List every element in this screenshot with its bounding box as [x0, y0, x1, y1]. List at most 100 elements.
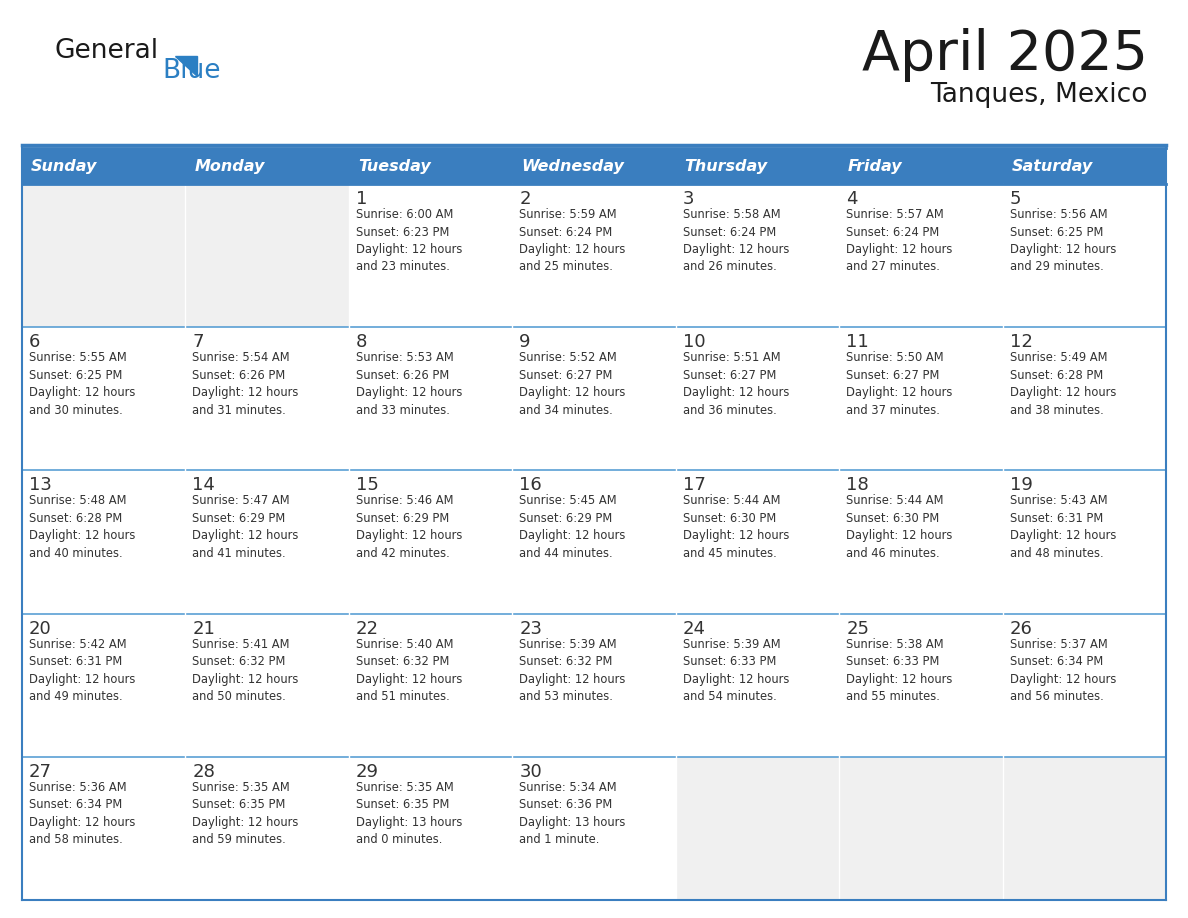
Bar [23, 470, 185, 613]
Text: 22: 22 [356, 620, 379, 638]
Bar [512, 148, 676, 184]
Text: Sunrise: 5:59 AM
Sunset: 6:24 PM
Daylight: 12 hours
and 25 minutes.: Sunrise: 5:59 AM Sunset: 6:24 PM Dayligh… [519, 208, 626, 274]
Text: Friday: Friday [848, 159, 903, 174]
Bar [676, 184, 839, 327]
Text: Sunrise: 5:57 AM
Sunset: 6:24 PM
Daylight: 12 hours
and 27 minutes.: Sunrise: 5:57 AM Sunset: 6:24 PM Dayligh… [846, 208, 953, 274]
Text: Saturday: Saturday [1011, 159, 1093, 174]
Text: 30: 30 [519, 763, 542, 781]
Bar [676, 613, 839, 756]
Text: 21: 21 [192, 620, 215, 638]
Text: 29: 29 [356, 763, 379, 781]
Text: April 2025: April 2025 [862, 28, 1148, 82]
Text: Sunrise: 5:35 AM
Sunset: 6:35 PM
Daylight: 13 hours
and 0 minutes.: Sunrise: 5:35 AM Sunset: 6:35 PM Dayligh… [356, 781, 462, 846]
Bar [676, 756, 839, 900]
Bar [839, 327, 1003, 470]
Text: 6: 6 [29, 333, 40, 352]
Bar [512, 470, 676, 613]
Text: 8: 8 [356, 333, 367, 352]
Text: Sunrise: 6:00 AM
Sunset: 6:23 PM
Daylight: 12 hours
and 23 minutes.: Sunrise: 6:00 AM Sunset: 6:23 PM Dayligh… [356, 208, 462, 274]
Text: Sunday: Sunday [31, 159, 97, 174]
Text: 3: 3 [683, 190, 694, 208]
Text: Sunrise: 5:42 AM
Sunset: 6:31 PM
Daylight: 12 hours
and 49 minutes.: Sunrise: 5:42 AM Sunset: 6:31 PM Dayligh… [29, 638, 135, 703]
Text: Sunrise: 5:45 AM
Sunset: 6:29 PM
Daylight: 12 hours
and 44 minutes.: Sunrise: 5:45 AM Sunset: 6:29 PM Dayligh… [519, 495, 626, 560]
Text: Sunrise: 5:34 AM
Sunset: 6:36 PM
Daylight: 13 hours
and 1 minute.: Sunrise: 5:34 AM Sunset: 6:36 PM Dayligh… [519, 781, 626, 846]
Bar [185, 470, 349, 613]
Text: 15: 15 [356, 476, 379, 495]
Text: Sunrise: 5:38 AM
Sunset: 6:33 PM
Daylight: 12 hours
and 55 minutes.: Sunrise: 5:38 AM Sunset: 6:33 PM Dayligh… [846, 638, 953, 703]
Bar [185, 184, 349, 327]
Text: Sunrise: 5:41 AM
Sunset: 6:32 PM
Daylight: 12 hours
and 50 minutes.: Sunrise: 5:41 AM Sunset: 6:32 PM Dayligh… [192, 638, 299, 703]
Text: 28: 28 [192, 763, 215, 781]
Text: Sunrise: 5:58 AM
Sunset: 6:24 PM
Daylight: 12 hours
and 26 minutes.: Sunrise: 5:58 AM Sunset: 6:24 PM Dayligh… [683, 208, 789, 274]
Bar [839, 756, 1003, 900]
Text: Sunrise: 5:51 AM
Sunset: 6:27 PM
Daylight: 12 hours
and 36 minutes.: Sunrise: 5:51 AM Sunset: 6:27 PM Dayligh… [683, 352, 789, 417]
Bar [1003, 148, 1165, 184]
Bar [185, 613, 349, 756]
Text: Sunrise: 5:49 AM
Sunset: 6:28 PM
Daylight: 12 hours
and 38 minutes.: Sunrise: 5:49 AM Sunset: 6:28 PM Dayligh… [1010, 352, 1116, 417]
Text: Thursday: Thursday [684, 159, 767, 174]
Text: Sunrise: 5:48 AM
Sunset: 6:28 PM
Daylight: 12 hours
and 40 minutes.: Sunrise: 5:48 AM Sunset: 6:28 PM Dayligh… [29, 495, 135, 560]
Text: Sunrise: 5:37 AM
Sunset: 6:34 PM
Daylight: 12 hours
and 56 minutes.: Sunrise: 5:37 AM Sunset: 6:34 PM Dayligh… [1010, 638, 1116, 703]
Text: 9: 9 [519, 333, 531, 352]
Text: 25: 25 [846, 620, 870, 638]
Bar [676, 327, 839, 470]
Text: 2: 2 [519, 190, 531, 208]
Text: 5: 5 [1010, 190, 1020, 208]
Text: 18: 18 [846, 476, 868, 495]
Text: Sunrise: 5:55 AM
Sunset: 6:25 PM
Daylight: 12 hours
and 30 minutes.: Sunrise: 5:55 AM Sunset: 6:25 PM Dayligh… [29, 352, 135, 417]
Text: 1: 1 [356, 190, 367, 208]
Text: Blue: Blue [162, 58, 221, 84]
Text: 23: 23 [519, 620, 542, 638]
Bar [349, 148, 512, 184]
Text: Sunrise: 5:52 AM
Sunset: 6:27 PM
Daylight: 12 hours
and 34 minutes.: Sunrise: 5:52 AM Sunset: 6:27 PM Dayligh… [519, 352, 626, 417]
Bar [1003, 184, 1165, 327]
Text: Sunrise: 5:50 AM
Sunset: 6:27 PM
Daylight: 12 hours
and 37 minutes.: Sunrise: 5:50 AM Sunset: 6:27 PM Dayligh… [846, 352, 953, 417]
Bar [839, 148, 1003, 184]
Bar [349, 327, 512, 470]
Bar [1003, 327, 1165, 470]
Text: 26: 26 [1010, 620, 1032, 638]
Bar [23, 613, 185, 756]
Text: 14: 14 [192, 476, 215, 495]
Text: 16: 16 [519, 476, 542, 495]
Text: Wednesday: Wednesday [522, 159, 624, 174]
Text: 11: 11 [846, 333, 868, 352]
Bar [1003, 470, 1165, 613]
Bar [23, 756, 185, 900]
Bar [23, 327, 185, 470]
Text: Tanques, Mexico: Tanques, Mexico [930, 82, 1148, 108]
Text: Sunrise: 5:40 AM
Sunset: 6:32 PM
Daylight: 12 hours
and 51 minutes.: Sunrise: 5:40 AM Sunset: 6:32 PM Dayligh… [356, 638, 462, 703]
Bar [185, 756, 349, 900]
Bar [512, 756, 676, 900]
Polygon shape [175, 56, 197, 76]
Text: Sunrise: 5:46 AM
Sunset: 6:29 PM
Daylight: 12 hours
and 42 minutes.: Sunrise: 5:46 AM Sunset: 6:29 PM Dayligh… [356, 495, 462, 560]
Bar [185, 327, 349, 470]
Text: Sunrise: 5:44 AM
Sunset: 6:30 PM
Daylight: 12 hours
and 45 minutes.: Sunrise: 5:44 AM Sunset: 6:30 PM Dayligh… [683, 495, 789, 560]
Bar [349, 470, 512, 613]
Text: 7: 7 [192, 333, 204, 352]
Bar [349, 613, 512, 756]
Text: Sunrise: 5:39 AM
Sunset: 6:32 PM
Daylight: 12 hours
and 53 minutes.: Sunrise: 5:39 AM Sunset: 6:32 PM Dayligh… [519, 638, 626, 703]
Bar [1003, 613, 1165, 756]
Text: Sunrise: 5:36 AM
Sunset: 6:34 PM
Daylight: 12 hours
and 58 minutes.: Sunrise: 5:36 AM Sunset: 6:34 PM Dayligh… [29, 781, 135, 846]
Bar [676, 470, 839, 613]
Text: Sunrise: 5:39 AM
Sunset: 6:33 PM
Daylight: 12 hours
and 54 minutes.: Sunrise: 5:39 AM Sunset: 6:33 PM Dayligh… [683, 638, 789, 703]
Text: 24: 24 [683, 620, 706, 638]
Bar [185, 148, 349, 184]
Bar [23, 184, 185, 327]
Text: Sunrise: 5:56 AM
Sunset: 6:25 PM
Daylight: 12 hours
and 29 minutes.: Sunrise: 5:56 AM Sunset: 6:25 PM Dayligh… [1010, 208, 1116, 274]
Text: 27: 27 [29, 763, 52, 781]
Bar [23, 148, 185, 184]
Text: 13: 13 [29, 476, 52, 495]
Text: 4: 4 [846, 190, 858, 208]
Text: General: General [55, 38, 159, 64]
Text: Sunrise: 5:43 AM
Sunset: 6:31 PM
Daylight: 12 hours
and 48 minutes.: Sunrise: 5:43 AM Sunset: 6:31 PM Dayligh… [1010, 495, 1116, 560]
Bar [512, 184, 676, 327]
Bar [839, 613, 1003, 756]
Text: 19: 19 [1010, 476, 1032, 495]
Text: Sunrise: 5:54 AM
Sunset: 6:26 PM
Daylight: 12 hours
and 31 minutes.: Sunrise: 5:54 AM Sunset: 6:26 PM Dayligh… [192, 352, 299, 417]
Text: 12: 12 [1010, 333, 1032, 352]
Text: Sunrise: 5:44 AM
Sunset: 6:30 PM
Daylight: 12 hours
and 46 minutes.: Sunrise: 5:44 AM Sunset: 6:30 PM Dayligh… [846, 495, 953, 560]
Bar [349, 184, 512, 327]
Text: Sunrise: 5:47 AM
Sunset: 6:29 PM
Daylight: 12 hours
and 41 minutes.: Sunrise: 5:47 AM Sunset: 6:29 PM Dayligh… [192, 495, 299, 560]
